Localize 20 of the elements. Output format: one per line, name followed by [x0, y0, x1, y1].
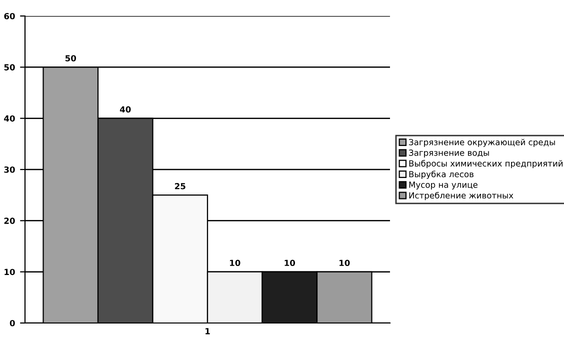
y-tick-label: 20 — [4, 218, 15, 224]
legend-label: Загрязнение окружающей среды — [409, 138, 555, 147]
data-label: 40 — [120, 106, 131, 113]
legend-label: Истребление животных — [409, 192, 514, 200]
legend-label: Вырубка лесов — [409, 170, 474, 179]
data-label: 50 — [65, 55, 76, 62]
y-tick-label: 0 — [10, 320, 15, 326]
y-tick-label: 10 — [4, 268, 15, 276]
x-tick-label: 1 — [206, 328, 210, 334]
data-label: 10 — [284, 260, 296, 266]
data-label: 25 — [174, 183, 186, 190]
legend-label: Выбросы химических предприятий — [409, 160, 563, 168]
legend-label: Загрязнение воды — [409, 150, 489, 158]
data-label: 10 — [230, 260, 240, 266]
y-tick-label: 50 — [4, 64, 15, 70]
data-label: 10 — [340, 260, 350, 266]
y-tick-label: 60 — [4, 12, 15, 20]
y-tick-label: 30 — [4, 166, 15, 173]
legend-label: Мусор на улице — [409, 182, 478, 190]
y-tick-label: 40 — [4, 115, 15, 122]
